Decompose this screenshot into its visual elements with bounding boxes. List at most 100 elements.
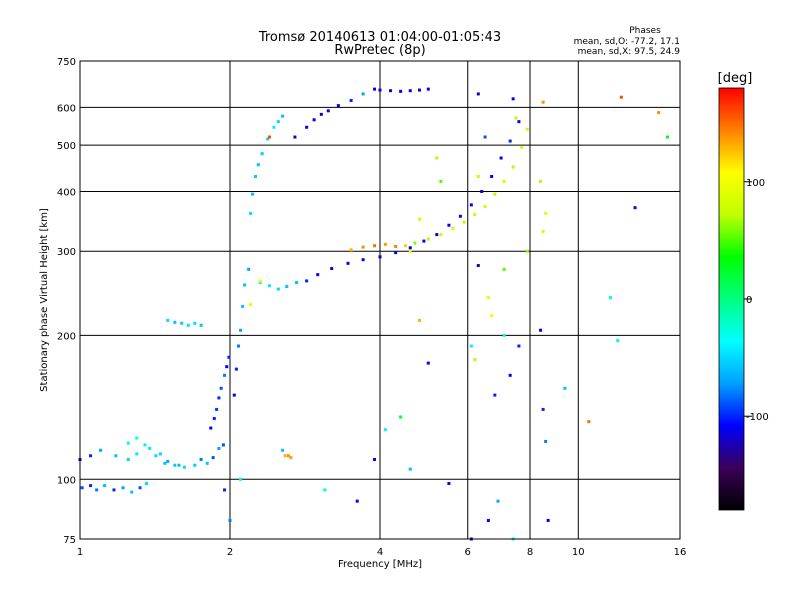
data-point [135, 436, 139, 440]
data-point [458, 214, 462, 218]
data-point [541, 407, 545, 411]
data-point [121, 486, 125, 490]
data-point [228, 518, 232, 522]
data-point [236, 344, 240, 348]
data-point [383, 242, 387, 246]
grid-lines [80, 61, 680, 539]
data-point [486, 296, 490, 300]
data-point [227, 355, 231, 359]
chart-title: Tromsø 20140613 01:04:00-01:05:43 [258, 30, 501, 45]
data-point [616, 339, 620, 343]
colorbar-ticks: 100 0 -100 [744, 178, 769, 423]
y-tick-label: 400 [57, 187, 76, 198]
data-point [276, 287, 280, 291]
y-tick-label: 200 [57, 331, 76, 342]
data-point [221, 443, 225, 447]
colorbar-tick-label: 0 [746, 295, 752, 306]
y-tick-label: 600 [57, 103, 76, 114]
data-point [225, 365, 229, 369]
data-point [305, 125, 309, 129]
data-point [267, 135, 271, 139]
data-point [103, 484, 107, 488]
data-point [447, 223, 451, 227]
y-tick-label: 75 [63, 535, 76, 546]
data-point [283, 454, 287, 458]
data-point [217, 396, 221, 400]
data-point [633, 206, 637, 210]
data-point [383, 428, 387, 432]
data-point [260, 152, 264, 156]
y-tick-label: 750 [57, 57, 76, 68]
data-point [394, 244, 398, 248]
data-point [289, 456, 293, 460]
data-point [114, 454, 118, 458]
data-point [361, 258, 365, 262]
data-point [247, 267, 251, 271]
data-point [253, 174, 257, 178]
data-point [541, 100, 545, 104]
data-point [473, 358, 477, 362]
chart-subtitle: RwPretec (8p) [334, 43, 425, 58]
data-point [508, 373, 512, 377]
data-point [447, 481, 451, 485]
data-point [546, 518, 550, 522]
data-point [80, 486, 84, 490]
data-point [462, 220, 466, 224]
data-point [378, 255, 382, 259]
data-point [525, 127, 529, 131]
data-point [215, 407, 219, 411]
data-point [373, 457, 377, 461]
data-point [258, 281, 262, 285]
data-point [525, 249, 529, 253]
data-point [241, 304, 245, 308]
data-point [483, 205, 487, 209]
data-point [173, 320, 177, 324]
data-point [166, 318, 170, 322]
data-point [435, 233, 439, 237]
x-tick-label: 1 [77, 547, 83, 558]
data-point [422, 239, 426, 243]
data-point [209, 426, 213, 430]
data-point [180, 321, 184, 325]
data-point [281, 448, 285, 452]
data-point [305, 279, 309, 283]
data-point [502, 267, 506, 271]
data-point [217, 446, 221, 450]
data-point [249, 211, 253, 215]
y-axis-ticks: 75 100 200 300 400 500 600 750 [57, 57, 76, 546]
data-point [665, 135, 669, 139]
data-point [493, 192, 497, 196]
data-point [657, 111, 661, 115]
data-point [193, 463, 197, 467]
data-point [285, 285, 289, 289]
data-point [451, 226, 455, 230]
y-axis-label: Stationary phase Virtual Height [km] [39, 208, 50, 392]
data-point [205, 461, 209, 465]
data-points [78, 87, 669, 541]
plot-frame [79, 60, 681, 540]
data-point [476, 264, 480, 268]
data-point [361, 92, 365, 96]
data-point [544, 439, 548, 443]
data-point [258, 279, 262, 283]
data-point [435, 156, 439, 160]
y-tick-label: 500 [57, 141, 76, 152]
data-point [439, 233, 443, 237]
data-point [483, 135, 487, 139]
stats-heading: Phases [629, 26, 661, 36]
data-point [469, 344, 473, 348]
data-point [361, 245, 365, 249]
data-point [473, 213, 477, 217]
data-point [493, 393, 497, 397]
data-point [267, 284, 271, 288]
data-point [502, 333, 506, 337]
data-point [511, 97, 515, 101]
data-point [219, 386, 223, 390]
data-point [272, 125, 276, 129]
data-point [126, 441, 130, 445]
data-point [517, 344, 521, 348]
data-point [408, 89, 412, 93]
data-point [249, 303, 253, 307]
x-tick-label: 2 [227, 547, 233, 558]
data-point [130, 490, 134, 494]
